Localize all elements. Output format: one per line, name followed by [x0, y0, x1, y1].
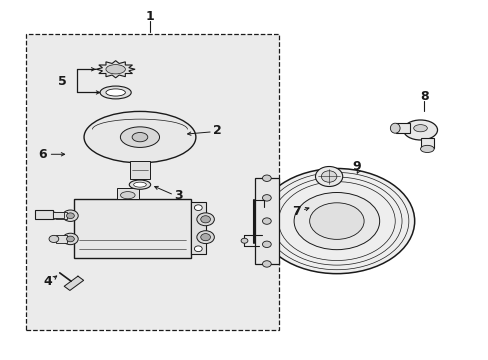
- Ellipse shape: [194, 205, 202, 211]
- Ellipse shape: [413, 125, 427, 132]
- Ellipse shape: [194, 246, 202, 252]
- Text: 7: 7: [291, 204, 300, 217]
- Ellipse shape: [262, 241, 271, 248]
- Ellipse shape: [62, 233, 78, 245]
- Ellipse shape: [66, 213, 74, 219]
- Ellipse shape: [389, 123, 399, 133]
- Ellipse shape: [241, 238, 247, 243]
- Ellipse shape: [100, 86, 131, 99]
- Bar: [35, 210, 53, 219]
- Ellipse shape: [262, 175, 271, 181]
- Ellipse shape: [49, 235, 59, 243]
- Bar: [74, 199, 191, 258]
- Ellipse shape: [132, 132, 147, 142]
- Ellipse shape: [120, 192, 135, 199]
- Ellipse shape: [403, 120, 437, 140]
- Text: 1: 1: [145, 10, 154, 23]
- Polygon shape: [64, 276, 83, 291]
- Ellipse shape: [315, 166, 342, 186]
- Bar: [420, 138, 433, 148]
- Bar: [56, 235, 66, 243]
- Text: 4: 4: [43, 275, 52, 288]
- Ellipse shape: [120, 127, 159, 148]
- Bar: [53, 212, 63, 217]
- Bar: [26, 33, 278, 330]
- Bar: [191, 202, 205, 254]
- Text: 5: 5: [58, 75, 66, 88]
- Text: 9: 9: [351, 160, 360, 173]
- Ellipse shape: [133, 182, 146, 187]
- Ellipse shape: [259, 168, 414, 274]
- Ellipse shape: [197, 231, 214, 244]
- Bar: [117, 188, 138, 199]
- Bar: [129, 161, 150, 179]
- Bar: [395, 123, 409, 133]
- Bar: [255, 178, 278, 264]
- Polygon shape: [96, 61, 135, 78]
- Ellipse shape: [66, 236, 74, 242]
- Text: 8: 8: [419, 90, 428, 103]
- Ellipse shape: [62, 210, 78, 221]
- Ellipse shape: [321, 171, 336, 182]
- Ellipse shape: [201, 234, 210, 241]
- Bar: [56, 212, 66, 219]
- Ellipse shape: [420, 145, 433, 153]
- Ellipse shape: [197, 213, 214, 226]
- Text: 6: 6: [39, 148, 47, 161]
- Ellipse shape: [262, 218, 271, 224]
- Ellipse shape: [262, 261, 271, 267]
- Ellipse shape: [84, 111, 196, 163]
- Ellipse shape: [129, 180, 150, 189]
- Ellipse shape: [106, 89, 125, 96]
- Ellipse shape: [293, 193, 379, 249]
- Text: 3: 3: [174, 189, 183, 202]
- Ellipse shape: [309, 203, 364, 239]
- Ellipse shape: [262, 195, 271, 201]
- Ellipse shape: [106, 64, 125, 74]
- Ellipse shape: [201, 216, 210, 223]
- Ellipse shape: [49, 212, 59, 219]
- Text: 2: 2: [213, 124, 222, 137]
